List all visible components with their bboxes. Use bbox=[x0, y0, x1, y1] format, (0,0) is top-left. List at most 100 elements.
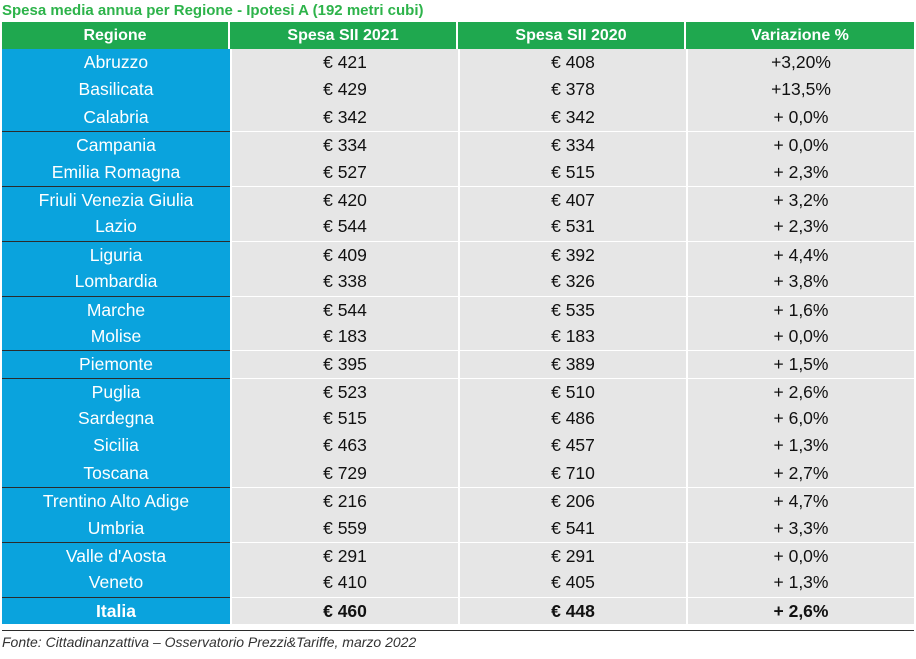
region-cell: Umbria bbox=[2, 514, 230, 543]
spesa-2020-cell: € 342 bbox=[458, 103, 686, 132]
spesa-2021-cell: € 421 bbox=[230, 49, 458, 77]
spesa-2020-cell: € 326 bbox=[458, 268, 686, 296]
table-row: Umbria € 559 € 541 + 3,3% bbox=[2, 514, 914, 543]
variazione-cell: + 0,0% bbox=[686, 542, 914, 570]
table-header-row: Regione Spesa SII 2021 Spesa SII 2020 Va… bbox=[2, 22, 914, 49]
variazione-cell: + 2,3% bbox=[686, 213, 914, 241]
table-row: Abruzzo € 421 € 408 +3,20% bbox=[2, 49, 914, 77]
region-cell: Campania bbox=[2, 131, 230, 159]
variazione-cell: + 3,8% bbox=[686, 268, 914, 296]
region-cell: Friuli Venezia Giulia bbox=[2, 185, 230, 214]
column-header-spesa-2021: Spesa SII 2021 bbox=[230, 22, 458, 49]
region-cell: Marche bbox=[2, 295, 230, 323]
table-row: Basilicata € 429 € 378 +13,5% bbox=[2, 76, 914, 104]
spesa-2021-cell: € 559 bbox=[230, 514, 458, 543]
spesa-2020-cell: € 378 bbox=[458, 76, 686, 104]
region-cell: Piemonte bbox=[2, 350, 230, 378]
column-header-spesa-2020: Spesa SII 2020 bbox=[458, 22, 686, 49]
variazione-cell: + 4,4% bbox=[686, 240, 914, 269]
region-cell: Molise bbox=[2, 322, 230, 351]
variazione-cell: + 0,0% bbox=[686, 131, 914, 159]
spesa-2020-cell: € 206 bbox=[458, 487, 686, 515]
variazione-cell: + 1,3% bbox=[686, 569, 914, 597]
variazione-cell: + 2,7% bbox=[686, 459, 914, 488]
table-row: Valle d'Aosta € 291 € 291 + 0,0% bbox=[2, 542, 914, 570]
column-header-regione: Regione bbox=[2, 22, 230, 49]
variazione-cell: + 2,6% bbox=[686, 377, 914, 406]
spesa-2021-cell: € 409 bbox=[230, 240, 458, 269]
spesa-2020-cell: € 183 bbox=[458, 322, 686, 351]
region-cell: Puglia bbox=[2, 377, 230, 406]
table-row: Campania € 334 € 334 + 0,0% bbox=[2, 131, 914, 159]
table-row: Veneto € 410 € 405 + 1,3% bbox=[2, 569, 914, 597]
spesa-2020-cell: € 510 bbox=[458, 377, 686, 406]
table-row: Puglia € 523 € 510 + 2,6% bbox=[2, 377, 914, 406]
variazione-cell: + 1,6% bbox=[686, 295, 914, 323]
spesa-2021-cell: € 338 bbox=[230, 268, 458, 296]
spesa-2021-cell: € 342 bbox=[230, 103, 458, 132]
spesa-2020-cell: € 515 bbox=[458, 158, 686, 186]
spesa-2020-cell: € 448 bbox=[458, 596, 686, 625]
variazione-cell: +3,20% bbox=[686, 49, 914, 77]
spesa-2021-cell: € 334 bbox=[230, 131, 458, 159]
variazione-cell: + 3,2% bbox=[686, 185, 914, 214]
table-row: Trentino Alto Adige € 216 € 206 + 4,7% bbox=[2, 487, 914, 515]
variazione-cell: +13,5% bbox=[686, 76, 914, 104]
spesa-2020-cell: € 535 bbox=[458, 295, 686, 323]
variazione-cell: + 2,6% bbox=[686, 596, 914, 625]
table-row: Molise € 183 € 183 + 0,0% bbox=[2, 322, 914, 351]
spesa-2020-cell: € 531 bbox=[458, 213, 686, 241]
table-row: Calabria € 342 € 342 + 0,0% bbox=[2, 103, 914, 132]
region-cell: Abruzzo bbox=[2, 49, 230, 77]
spesa-2021-cell: € 429 bbox=[230, 76, 458, 104]
data-table: Regione Spesa SII 2021 Spesa SII 2020 Va… bbox=[2, 22, 914, 625]
region-cell: Sicilia bbox=[2, 432, 230, 460]
spesa-2021-cell: € 216 bbox=[230, 487, 458, 515]
variazione-cell: + 1,5% bbox=[686, 350, 914, 378]
spesa-2021-cell: € 183 bbox=[230, 322, 458, 351]
spesa-2021-cell: € 729 bbox=[230, 459, 458, 488]
spesa-2020-cell: € 457 bbox=[458, 432, 686, 460]
table-row: Piemonte € 395 € 389 + 1,5% bbox=[2, 350, 914, 378]
table-row: Emilia Romagna € 527 € 515 + 2,3% bbox=[2, 158, 914, 186]
table-row: Sardegna € 515 € 486 + 6,0% bbox=[2, 405, 914, 433]
table-bottom-border bbox=[2, 630, 914, 631]
spesa-2020-cell: € 392 bbox=[458, 240, 686, 269]
region-cell: Basilicata bbox=[2, 76, 230, 104]
variazione-cell: + 2,3% bbox=[686, 158, 914, 186]
spesa-2020-cell: € 407 bbox=[458, 185, 686, 214]
region-cell: Trentino Alto Adige bbox=[2, 487, 230, 515]
table-row: Lazio € 544 € 531 + 2,3% bbox=[2, 213, 914, 241]
table-row: Sicilia € 463 € 457 + 1,3% bbox=[2, 432, 914, 460]
region-cell: Liguria bbox=[2, 240, 230, 269]
table-row: Liguria € 409 € 392 + 4,4% bbox=[2, 240, 914, 269]
region-cell: Emilia Romagna bbox=[2, 158, 230, 186]
spesa-2020-cell: € 389 bbox=[458, 350, 686, 378]
variazione-cell: + 0,0% bbox=[686, 322, 914, 351]
spesa-2021-cell: € 515 bbox=[230, 405, 458, 433]
variazione-cell: + 0,0% bbox=[686, 103, 914, 132]
region-cell: Veneto bbox=[2, 569, 230, 597]
variazione-cell: + 1,3% bbox=[686, 432, 914, 460]
source-note: Fonte: Cittadinanzattiva – Osservatorio … bbox=[2, 634, 417, 650]
spesa-2020-cell: € 710 bbox=[458, 459, 686, 488]
region-cell: Calabria bbox=[2, 103, 230, 132]
table-row: Toscana € 729 € 710 + 2,7% bbox=[2, 459, 914, 488]
spesa-2020-cell: € 408 bbox=[458, 49, 686, 77]
spesa-2021-cell: € 395 bbox=[230, 350, 458, 378]
table-row: Marche € 544 € 535 + 1,6% bbox=[2, 295, 914, 323]
spesa-2020-cell: € 405 bbox=[458, 569, 686, 597]
region-cell: Lombardia bbox=[2, 268, 230, 296]
variazione-cell: + 6,0% bbox=[686, 405, 914, 433]
region-cell: Italia bbox=[2, 596, 230, 625]
spesa-2021-cell: € 291 bbox=[230, 542, 458, 570]
region-cell: Toscana bbox=[2, 459, 230, 488]
total-row: Italia € 460 € 448 + 2,6% bbox=[2, 596, 914, 625]
region-cell: Sardegna bbox=[2, 405, 230, 433]
spesa-2021-cell: € 410 bbox=[230, 569, 458, 597]
spesa-2021-cell: € 420 bbox=[230, 185, 458, 214]
spesa-2020-cell: € 486 bbox=[458, 405, 686, 433]
variazione-cell: + 3,3% bbox=[686, 514, 914, 543]
spesa-2020-cell: € 291 bbox=[458, 542, 686, 570]
variazione-cell: + 4,7% bbox=[686, 487, 914, 515]
